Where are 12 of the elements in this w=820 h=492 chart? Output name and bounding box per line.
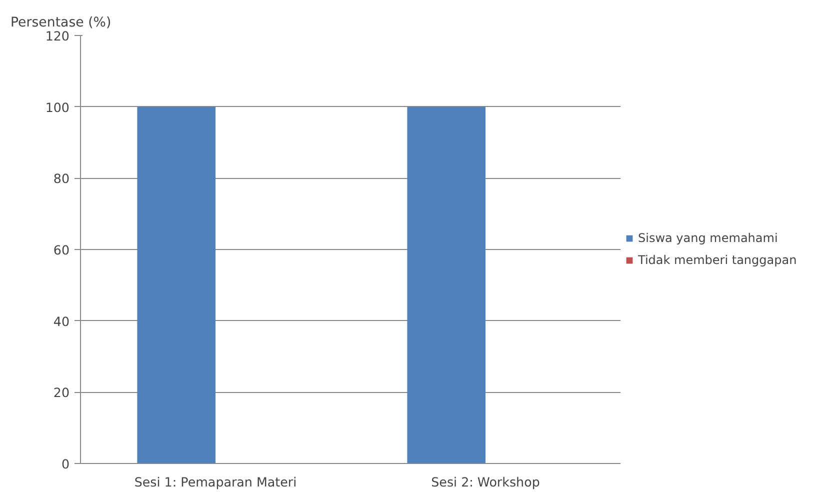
y-tick-label: 40 xyxy=(53,314,70,329)
y-tick-label: 60 xyxy=(53,242,70,258)
y-tick-label: 100 xyxy=(45,100,70,115)
x-tick-label: Sesi 1: Pemaparan Materi xyxy=(134,474,297,490)
y-tick-label: 20 xyxy=(53,385,70,400)
legend-label: Siswa yang memahami xyxy=(638,231,778,245)
x-tick-label: Sesi 2: Workshop xyxy=(431,474,540,490)
legend-label: Tidak memberi tanggapan xyxy=(638,253,797,267)
y-tick-label: 80 xyxy=(53,171,70,186)
y-axis-title: Persentase (%) xyxy=(10,16,112,30)
y-tick-label: 0 xyxy=(61,456,70,472)
y-tick-label: 120 xyxy=(45,28,70,44)
